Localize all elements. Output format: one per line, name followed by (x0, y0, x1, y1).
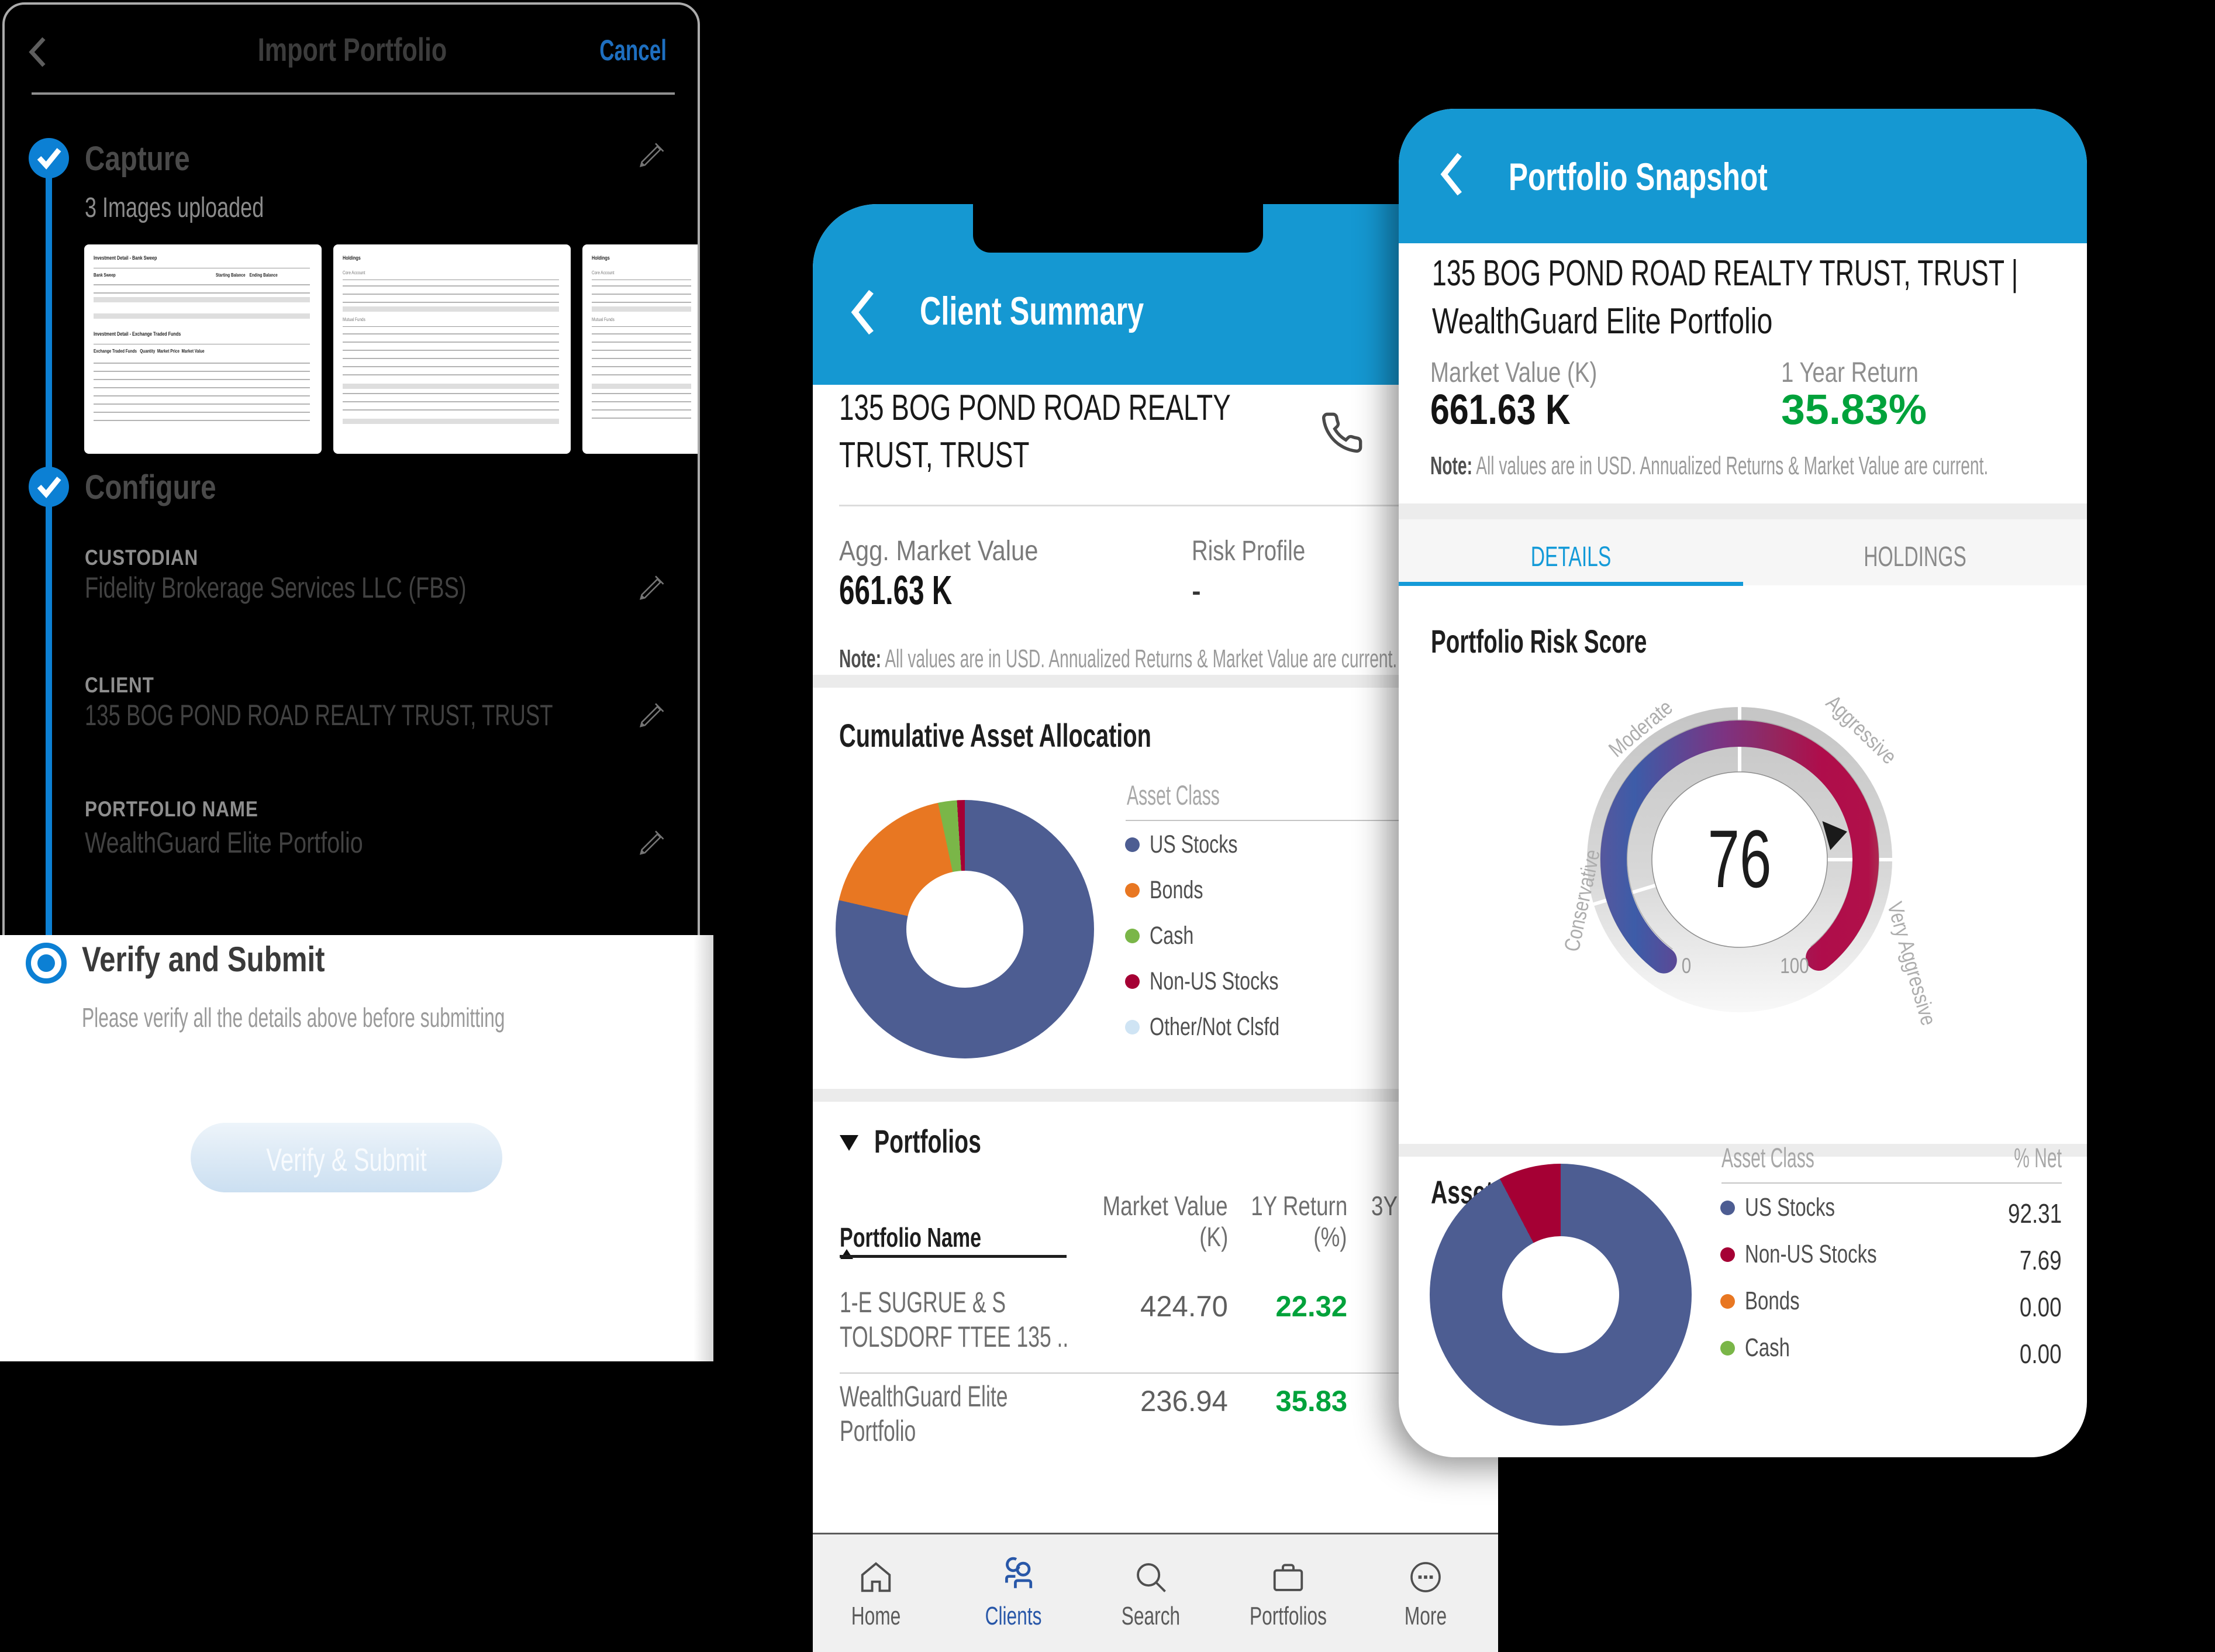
svg-text:76: 76 (1707, 813, 1771, 905)
